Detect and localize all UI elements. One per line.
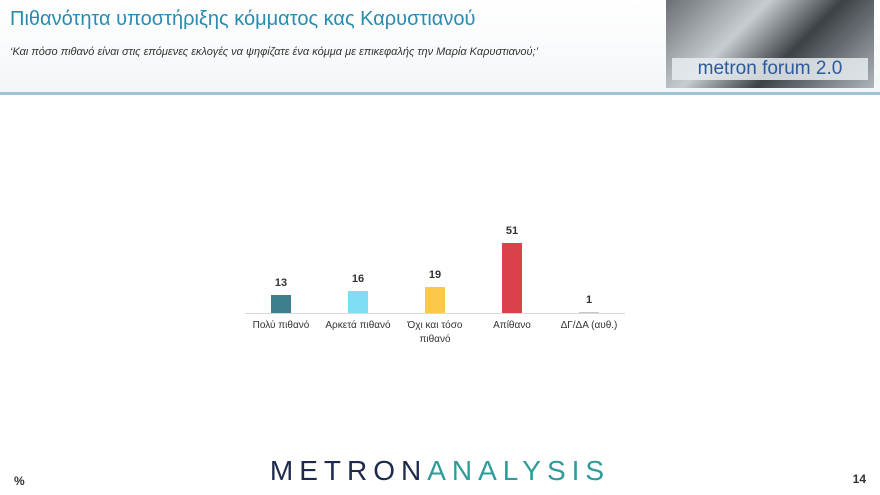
page-number: 14 — [852, 472, 866, 486]
bar — [348, 291, 368, 313]
data-label: 51 — [505, 225, 519, 238]
category-label: Αρκετά πιθανό — [325, 320, 391, 331]
category-label: Όχι και τόσο πιθανό — [407, 320, 463, 345]
logo: metron forum 2.0 — [666, 0, 874, 88]
data-label: 1 — [585, 293, 593, 306]
data-label: 19 — [428, 268, 442, 281]
subtitle: ‘Και πόσο πιθανό είναι στις επόμενες εκλ… — [10, 46, 539, 58]
category-label: Απίθανο — [493, 320, 531, 331]
brand-part: ANALYSIS — [427, 455, 611, 486]
data-label: 16 — [351, 273, 365, 286]
brand: METRONANALYSIS — [0, 455, 880, 487]
baseline — [245, 313, 625, 314]
bar — [579, 311, 599, 313]
bar — [271, 295, 291, 313]
brand-part: METRON — [269, 455, 428, 486]
bar — [502, 243, 522, 313]
category-label: Πολύ πιθανό — [252, 320, 310, 331]
unit: % — [14, 474, 25, 488]
category-label: ΔΓ/ΔΑ (αυθ.) — [560, 320, 618, 331]
logo-text: metron forum 2.0 — [672, 58, 868, 80]
data-label: 13 — [274, 277, 288, 290]
bar — [425, 286, 445, 313]
header: Πιθανότητα υποστήριξης κόμματος κας Καρυ… — [0, 0, 880, 95]
title: Πιθανότητα υποστήριξης κόμματος κας Καρυ… — [10, 8, 476, 30]
